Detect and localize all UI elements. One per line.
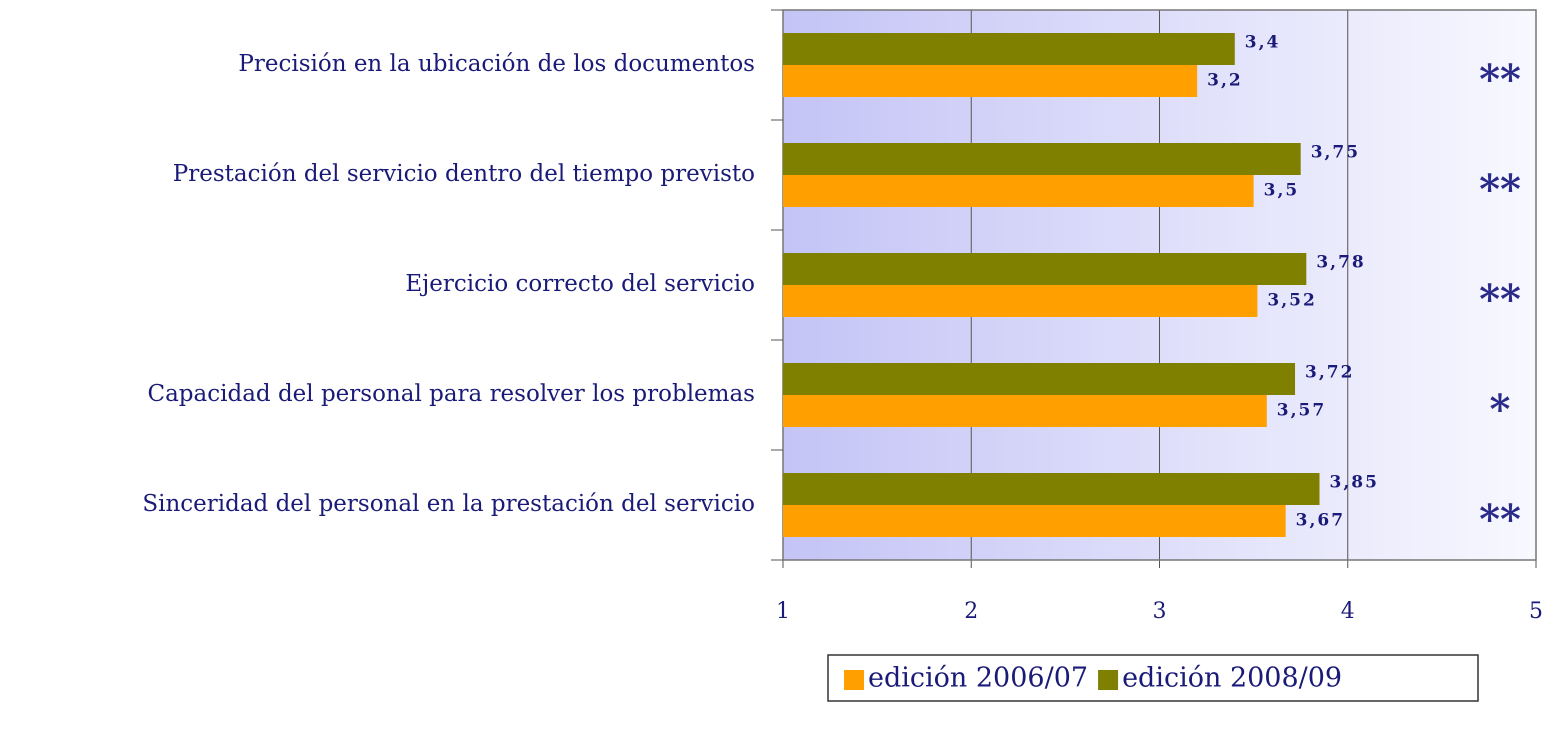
- category-label: Precisión en la ubicación de los documen…: [238, 51, 755, 77]
- bar: [783, 253, 1307, 285]
- value-label: 3,57: [1277, 401, 1326, 421]
- value-label: 3,85: [1330, 473, 1379, 493]
- value-label: 3,2: [1207, 71, 1243, 91]
- bar: [783, 65, 1198, 97]
- legend-swatch: [1098, 670, 1119, 690]
- value-label: 3,72: [1305, 363, 1354, 383]
- value-label: 3,78: [1316, 253, 1365, 273]
- bar: [783, 363, 1296, 395]
- significance: **: [1479, 276, 1521, 323]
- x-tick-label: 2: [964, 599, 978, 624]
- x-tick-label: 4: [1341, 599, 1355, 624]
- category-label: Prestación del servicio dentro del tiemp…: [173, 161, 755, 187]
- bar: [783, 473, 1320, 505]
- significance: *: [1490, 386, 1511, 433]
- bar: [783, 395, 1267, 427]
- bar: [783, 143, 1301, 175]
- value-label: 3,67: [1296, 511, 1345, 531]
- bar: [783, 505, 1286, 537]
- category-label: Capacidad del personal para resolver los…: [147, 381, 755, 407]
- bar: [783, 285, 1258, 317]
- significance: **: [1479, 496, 1521, 543]
- legend-label: edición 2006/07: [868, 663, 1088, 694]
- significance: **: [1479, 166, 1521, 213]
- value-label: 3,75: [1311, 143, 1360, 163]
- category-label: Ejercicio correcto del servicio: [405, 271, 755, 297]
- legend-swatch: [844, 670, 864, 690]
- x-tick-label: 3: [1153, 599, 1167, 624]
- legend-box: [827, 654, 1479, 702]
- category-label: Sinceridad del personal en la prestación…: [142, 491, 755, 517]
- x-tick-label: 5: [1529, 599, 1543, 624]
- bar: [783, 33, 1235, 65]
- value-label: 3,5: [1264, 181, 1300, 201]
- significance: **: [1479, 56, 1521, 103]
- bar: [783, 175, 1254, 207]
- value-label: 3,52: [1267, 291, 1316, 311]
- legend-label: edición 2008/09: [1122, 663, 1342, 694]
- value-label: 3,4: [1245, 33, 1281, 53]
- x-tick-label: 1: [776, 599, 790, 624]
